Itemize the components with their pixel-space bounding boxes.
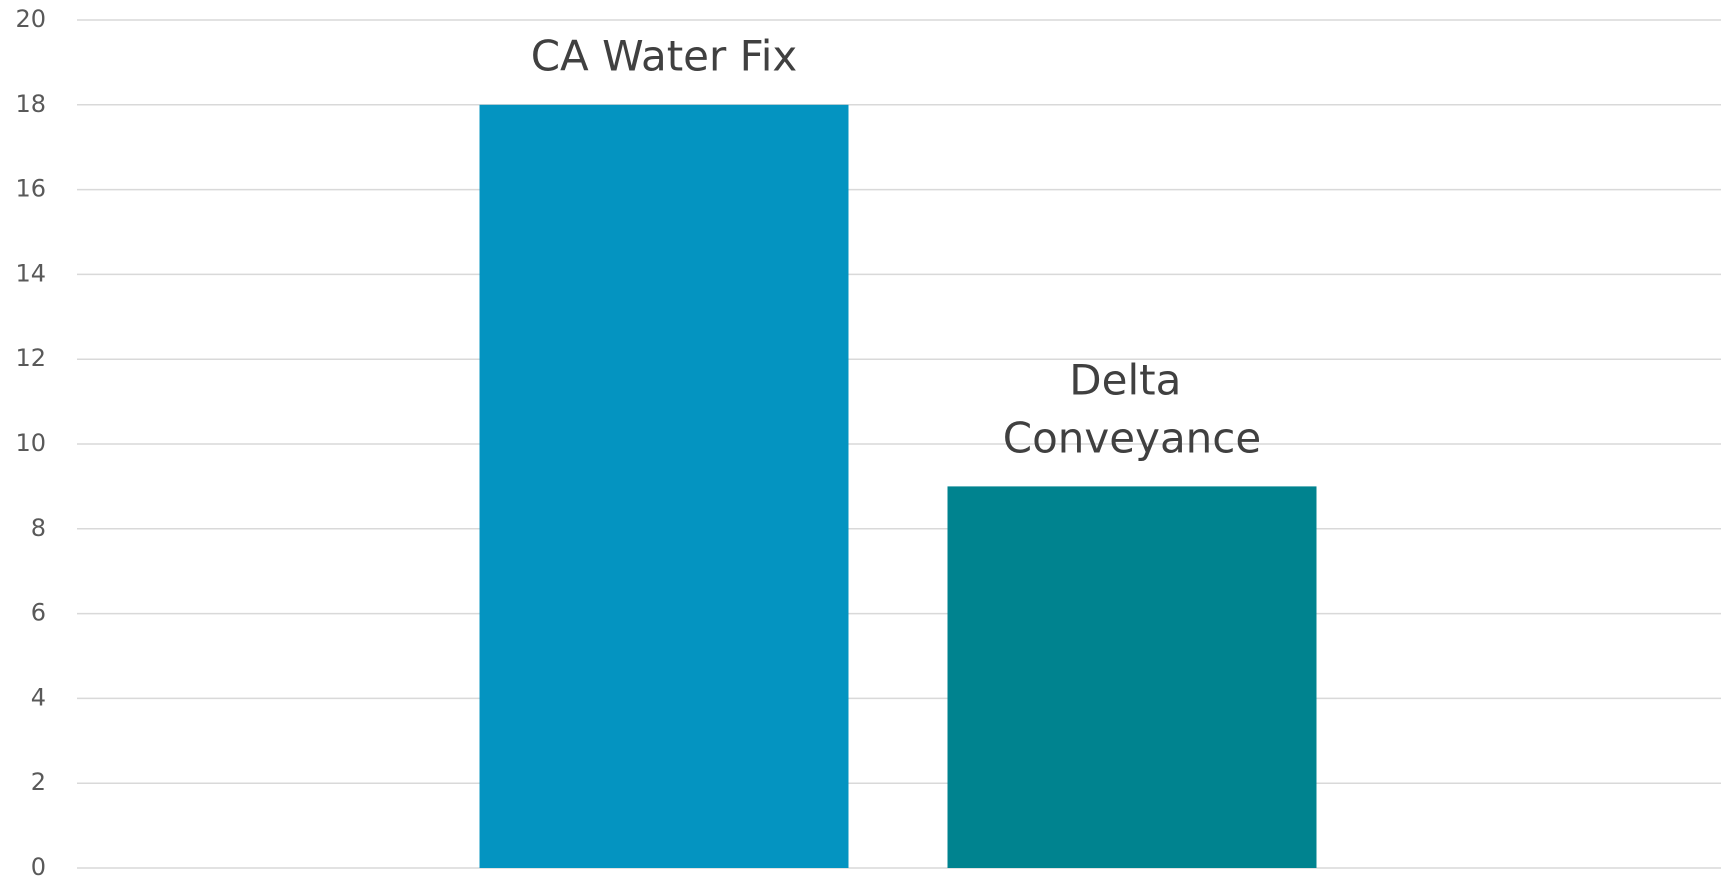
bar-label: CA Water Fix bbox=[531, 31, 798, 80]
y-tick-label: 4 bbox=[31, 683, 46, 711]
y-tick-label: 20 bbox=[15, 5, 46, 33]
bar bbox=[947, 486, 1317, 868]
bar-label: Delta Conveyance bbox=[1003, 355, 1261, 462]
bar bbox=[479, 104, 849, 869]
y-tick-label: 2 bbox=[31, 768, 46, 796]
y-tick-label: 18 bbox=[15, 90, 46, 118]
y-tick-label: 6 bbox=[31, 599, 46, 627]
y-tick-label: 12 bbox=[15, 344, 46, 372]
y-tick-label: 14 bbox=[15, 259, 46, 287]
y-tick-label: 10 bbox=[15, 429, 46, 457]
y-tick-label: 16 bbox=[15, 175, 46, 203]
y-tick-label: 0 bbox=[31, 853, 46, 879]
y-tick-label: 8 bbox=[31, 514, 46, 542]
